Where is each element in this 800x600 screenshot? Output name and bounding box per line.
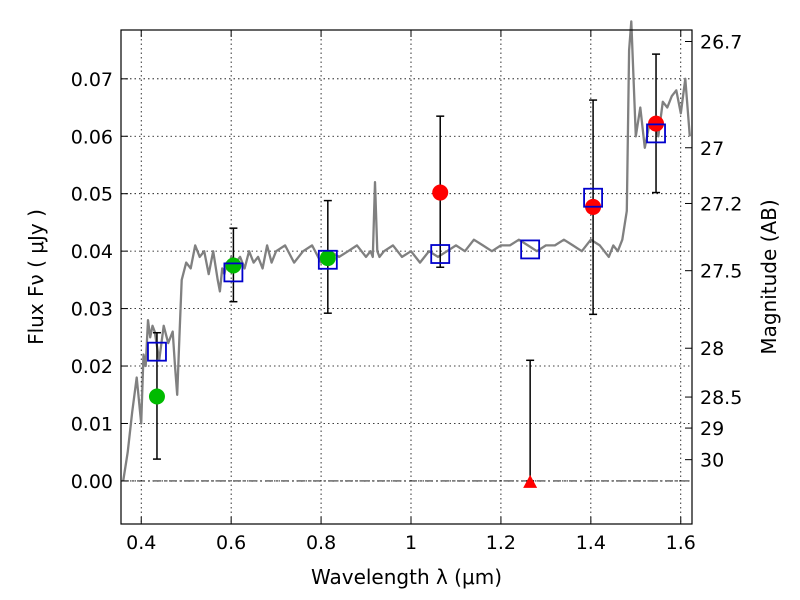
right-tick-label: 30 [700,450,724,472]
y-tick-label: 0.06 [71,126,113,148]
green-data-point [225,257,242,274]
model-photometry-square [147,341,167,362]
model-photometry-square [520,239,541,260]
right-tick-label: 28.5 [700,387,742,409]
right-tick-label: 29 [700,418,724,440]
x-tick-label: 0.4 [126,532,156,554]
x-tick-label: 0.8 [306,532,336,554]
y-tick-label: 0.00 [71,471,113,493]
green-data-point [148,388,165,405]
red-data-point [432,184,449,201]
y-axis-label: Flux Fν ( μJy ) [24,209,48,345]
model-photometry-square [223,262,244,283]
x-tick-label: 0.6 [216,532,246,554]
y-axis-right-label: Magnitude (AB) [757,199,781,354]
right-tick-label: 26.7 [700,31,742,53]
plot-frame [120,29,693,525]
y-tick-label: 0.01 [71,413,113,435]
y-tick-label: 0.02 [71,356,113,378]
right-tick-label: 27.5 [700,261,742,283]
x-tick-label: 1.6 [666,532,696,554]
model-spectrum-line [122,20,691,482]
x-axis-label: Wavelength λ (μm) [311,565,502,589]
y-tick-label: 0.07 [71,69,113,91]
ticks: 0.4 0.6 0.8 1 1.2 1.4 1.6 0.00 0.01 0.02 0.03 0.04 0… [71,30,742,554]
y-tick-label: 0.05 [71,184,113,206]
right-tick-label: 27 [700,138,724,160]
model-photometry-square [430,244,451,264]
right-tick-label: 27.2 [700,193,742,215]
model-photometry-square [583,187,603,208]
green-data-point [319,250,336,267]
x-tick-label: 1.4 [576,532,606,554]
y-tick-label: 0.03 [71,299,113,321]
grid-lines [121,30,692,524]
right-tick-label: 28 [700,338,724,360]
x-tick-label: 1.2 [486,532,516,554]
data-series [122,20,691,488]
model-photometry-square [646,123,666,144]
x-tick-label: 1 [405,532,417,554]
model-photometry-square [317,249,338,270]
y-tick-label: 0.04 [71,241,113,263]
red-upper-limit-point [523,474,538,488]
